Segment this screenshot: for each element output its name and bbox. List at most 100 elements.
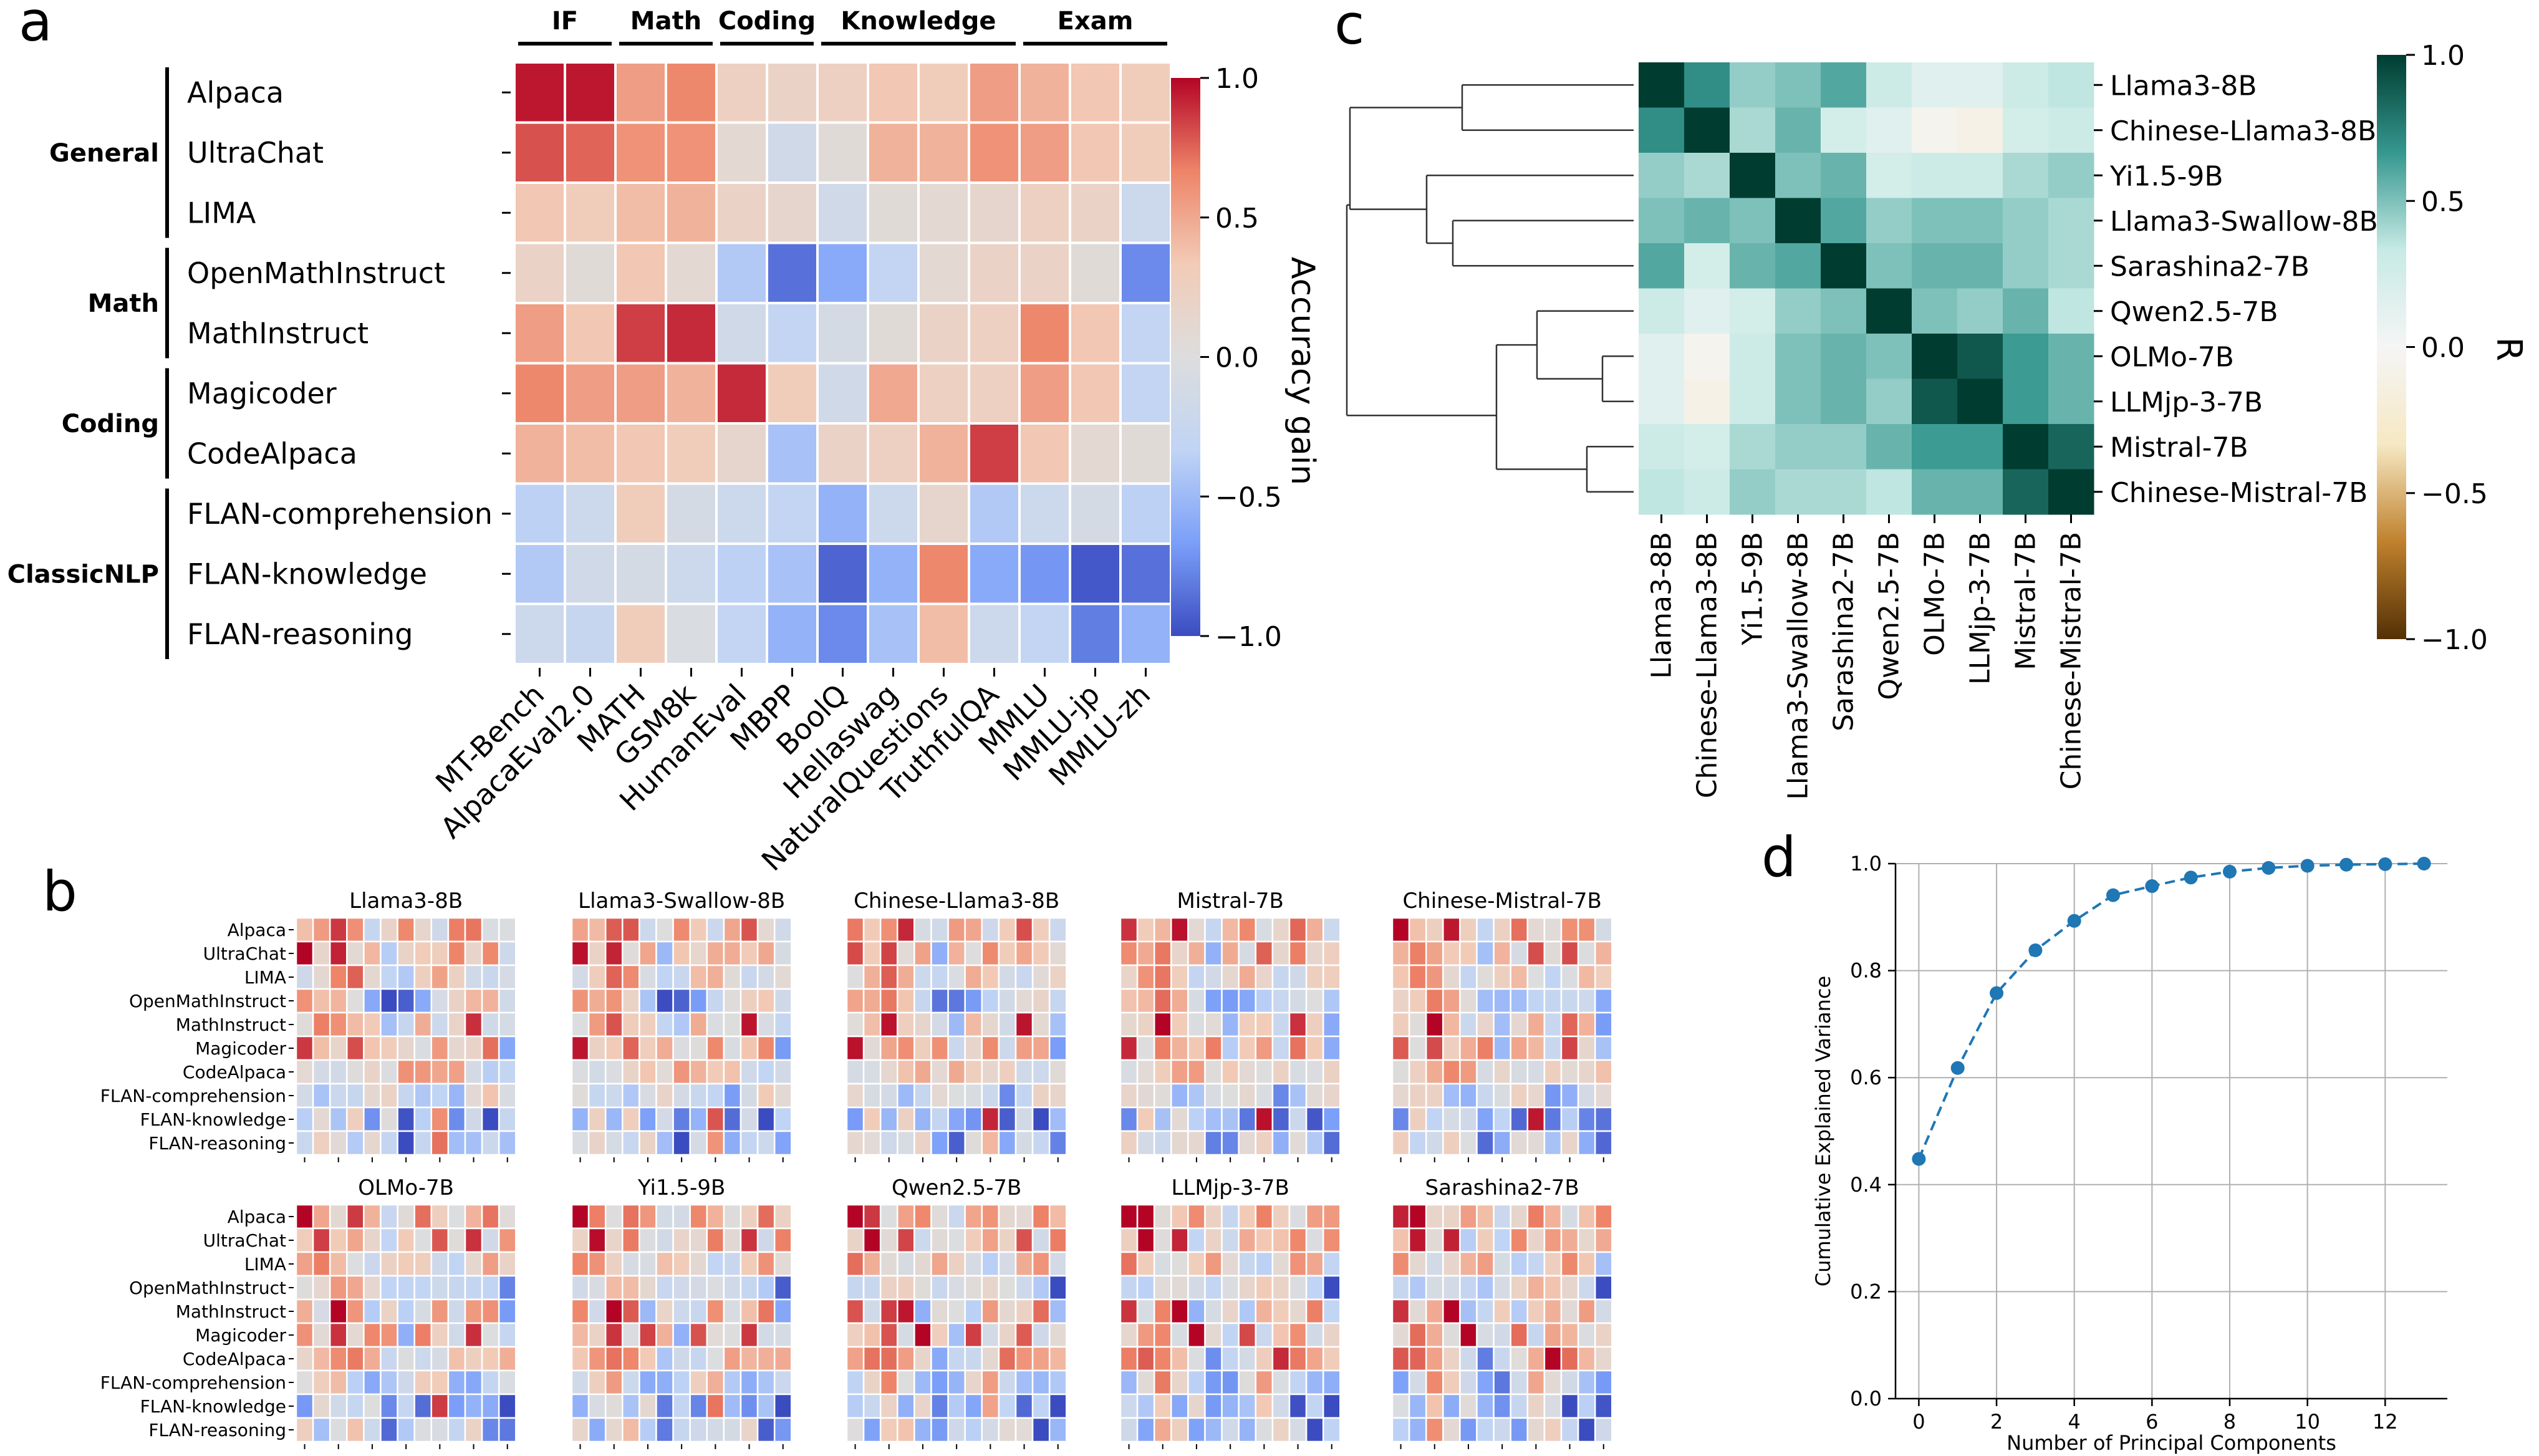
cell-b	[604, 1203, 624, 1230]
cell-b	[329, 1322, 348, 1348]
cell-b	[1322, 1035, 1341, 1061]
cell-b	[1221, 1203, 1240, 1230]
cell-b	[981, 1227, 1000, 1253]
cell-b	[1153, 1393, 1172, 1419]
cell-b	[1391, 940, 1410, 967]
cell-c	[1821, 153, 1867, 198]
cell-b	[1119, 988, 1139, 1014]
cell-b	[1238, 1275, 1257, 1301]
row-label-c: Llama3-8B	[2110, 70, 2257, 102]
cell-b	[1459, 1035, 1478, 1061]
cell-b	[397, 1130, 415, 1156]
cell-a	[968, 121, 1021, 184]
cell-b	[1442, 1369, 1461, 1396]
cell-b	[706, 1275, 725, 1301]
cell-b	[756, 1130, 776, 1156]
cell-b	[1204, 1275, 1223, 1301]
cell-a	[1119, 241, 1172, 304]
cell-b	[1560, 1035, 1579, 1061]
cell-b	[622, 1011, 640, 1038]
cell-b	[1543, 917, 1563, 943]
cell-b	[1136, 1275, 1155, 1301]
cell-b	[773, 1393, 793, 1419]
cell-b	[689, 1322, 708, 1348]
cell-b	[1119, 1417, 1139, 1443]
cell-b	[604, 940, 624, 967]
cell-a	[1018, 422, 1071, 485]
cell-b	[1493, 1082, 1511, 1109]
cell-a	[614, 602, 667, 665]
cell-a	[715, 61, 768, 124]
cell-b	[740, 1393, 759, 1419]
cell-c	[2048, 334, 2094, 379]
cell-b	[998, 988, 1017, 1014]
cell-b	[981, 1417, 1000, 1443]
cell-b	[1136, 1393, 1155, 1419]
cell-b	[1305, 1369, 1324, 1396]
cell-b	[1031, 1322, 1051, 1348]
cell-b	[1221, 1227, 1240, 1253]
cell-b	[1425, 1275, 1444, 1301]
cell-b	[1119, 1130, 1139, 1156]
cell-b	[498, 1322, 517, 1348]
cell-b	[604, 1275, 624, 1301]
cell-b	[947, 1346, 966, 1372]
cell-b	[1221, 1035, 1240, 1061]
cell-b	[1459, 964, 1478, 990]
cell-b	[706, 1106, 725, 1132]
cell-b	[1305, 940, 1324, 967]
cell-b	[723, 1082, 742, 1109]
cell-b	[1153, 964, 1172, 990]
ylabel-d: Cumulative Explained Variance	[1811, 976, 1835, 1286]
cell-b	[622, 1275, 640, 1301]
cell-b	[1493, 1059, 1511, 1085]
cell-b	[604, 1417, 624, 1443]
cell-b	[571, 1227, 590, 1253]
cell-b	[481, 1011, 500, 1038]
cell-b	[1119, 1106, 1139, 1132]
cell-b	[1271, 1346, 1291, 1372]
cell-b	[1048, 1227, 1067, 1253]
cell-b	[1459, 1346, 1478, 1372]
cell-b	[1408, 917, 1427, 943]
cell-b	[1187, 1035, 1206, 1061]
row-label-a: CodeAlpaca	[187, 436, 357, 470]
cell-b	[312, 940, 331, 967]
cell-b	[587, 1106, 607, 1132]
cell-b	[481, 940, 500, 967]
cell-b	[981, 1059, 1000, 1085]
cell-b	[622, 940, 640, 967]
cell-b	[773, 964, 793, 990]
cell-b	[622, 917, 640, 943]
row-label-a: MathInstruct	[187, 316, 369, 350]
cell-b	[380, 1059, 398, 1085]
cell-b	[1459, 1227, 1478, 1253]
cell-b	[964, 1275, 983, 1301]
cell-b	[1187, 1251, 1206, 1277]
cell-b	[481, 1251, 500, 1277]
row-label-c: LLMjp-3-7B	[2110, 387, 2263, 418]
cell-c	[1912, 288, 1958, 334]
cell-b	[481, 988, 500, 1014]
cell-b	[571, 964, 590, 990]
cell-b	[947, 1369, 966, 1396]
cell-b	[756, 1106, 776, 1132]
col-group-label: Coding	[718, 7, 816, 36]
ytick-label-d: 0.4	[1850, 1173, 1882, 1197]
cell-b	[380, 964, 398, 990]
ytick-label-d: 0.8	[1850, 959, 1882, 983]
cell-b	[706, 1082, 725, 1109]
row-label-c: Qwen2.5-7B	[2110, 296, 2278, 328]
model-title-b: Yi1.5-9B	[637, 1175, 725, 1200]
cell-b	[1560, 988, 1579, 1014]
cell-b	[1577, 1082, 1596, 1109]
cell-b	[655, 1275, 674, 1301]
cell-a	[917, 602, 970, 665]
cell-b	[723, 1035, 742, 1061]
cell-b	[1187, 1082, 1206, 1109]
cell-b	[930, 1082, 949, 1109]
cell-b	[1221, 1417, 1240, 1443]
row-group-label: Coding	[62, 410, 159, 438]
cell-b	[1031, 1059, 1051, 1085]
cell-b	[329, 1059, 348, 1085]
